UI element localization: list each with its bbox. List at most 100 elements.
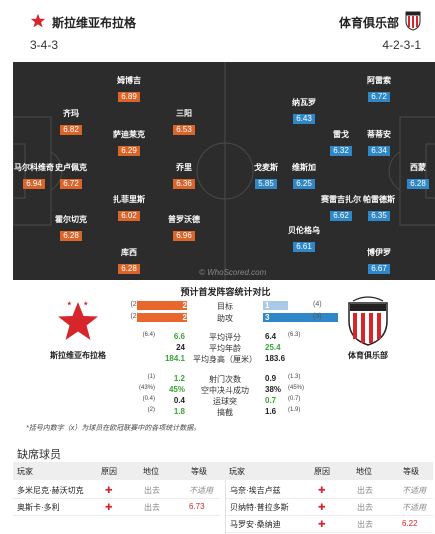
- away-stat-value: 0.7: [265, 396, 277, 405]
- missing-player-name[interactable]: 乌奈·埃吉卢兹: [230, 486, 281, 495]
- stat-label: 搞截: [217, 408, 233, 417]
- row-separator: [226, 498, 433, 499]
- injury-cross-icon: ✚: [105, 502, 113, 512]
- home-stat-value: 1.2: [173, 374, 185, 383]
- home-formation: 3-4-3: [30, 38, 59, 52]
- home-stat-value: 1.8: [173, 407, 185, 416]
- away-team-name[interactable]: 体育俱乐部: [338, 16, 399, 30]
- header-reason: 原因: [101, 467, 117, 476]
- lineup-comparison: 预计首发阵容统计对比 斯拉维亚布拉格 体育俱乐部 (2) 2 目标 1 (4) (2) 2 助…: [13, 280, 435, 432]
- missing-status: 出去: [357, 486, 373, 495]
- away-sub-value: (1.9): [288, 407, 301, 413]
- header-rating: 等级: [403, 467, 419, 476]
- missing-status: 出去: [144, 503, 160, 512]
- missing-player-name[interactable]: 贝纳特·普拉多斯: [230, 503, 289, 512]
- missing-player-name[interactable]: 马罗安·桑纳迪: [230, 520, 281, 529]
- away-player[interactable]: 纳瓦罗 6.43: [292, 98, 316, 124]
- away-player[interactable]: 维斯加 6.25: [292, 163, 316, 189]
- stat-label: 平均年龄: [209, 344, 241, 353]
- stat-row: 24 平均年龄 25.4: [13, 343, 435, 354]
- away-player[interactable]: 阿雷索 6.72: [367, 76, 391, 102]
- home-player[interactable]: 姆博吉 6.89: [117, 76, 141, 102]
- match-header: 斯拉维亚布拉格 3-4-3 体育俱乐部 4-2-3-1: [0, 0, 435, 62]
- missing-player-row[interactable]: 马罗安·桑纳迪 ✚ 出去 6.22: [226, 516, 433, 532]
- home-player[interactable]: 库西 6.28: [99, 248, 159, 276]
- away-bar: [263, 313, 338, 322]
- missing-status: 出去: [144, 486, 160, 495]
- athletic-club-crest-large-icon: [348, 296, 388, 346]
- missing-player-row[interactable]: 贝纳特·普拉多斯 ✚ 出去 不适用: [226, 499, 433, 515]
- comparison-title: 预计首发阵容统计对比: [180, 287, 271, 297]
- home-sub-value: (2): [147, 407, 155, 413]
- away-count: (4): [313, 301, 322, 308]
- away-player[interactable]: 雷戈 6.32: [311, 130, 371, 158]
- home-player[interactable]: 萨迪莱克 6.29: [113, 130, 145, 156]
- away-player[interactable]: 博伊罗 6.67: [367, 248, 391, 274]
- away-value: 1: [265, 301, 270, 310]
- home-player[interactable]: 扎菲里斯 6.02: [113, 195, 145, 221]
- home-value: 2: [182, 301, 187, 310]
- missing-player-name[interactable]: 多米尼克·赫沃切克: [17, 486, 84, 495]
- away-sub-value: (1.3): [288, 374, 301, 380]
- missing-player-name[interactable]: 奥斯卡·多利: [17, 503, 60, 512]
- home-stat-value: 45%: [168, 385, 185, 394]
- header-reason: 原因: [314, 467, 330, 476]
- header-status: 地位: [356, 467, 372, 476]
- home-stat-value: 0.4: [173, 396, 185, 405]
- missing-player-row[interactable]: 乌奈·埃吉卢兹 ✚ 出去 不适用: [226, 482, 433, 498]
- home-sub-value: (6.4): [142, 332, 155, 338]
- home-player[interactable]: 史卢佩克 6.72: [55, 163, 87, 189]
- home-sub-value: (0.4): [142, 396, 155, 402]
- home-stat-value: 24: [176, 343, 185, 352]
- stat-row: (1) 1.2 射门次数 0.9 (1.3): [13, 374, 435, 385]
- bar-stat-row: (2) 2 目标 1 (4): [13, 301, 435, 312]
- row-separator: [13, 515, 220, 516]
- home-player[interactable]: 霍尔切克 6.28: [55, 215, 87, 241]
- missing-players-title: 缺席球员: [17, 449, 61, 461]
- missing-player-row[interactable]: 奥斯卡·多利 ✚ 出去 6.73: [13, 499, 220, 515]
- away-count: (3): [313, 313, 322, 320]
- table-divider: [225, 480, 226, 534]
- stat-row: (43%) 45% 空中决斗成功 38% (45%): [13, 385, 435, 396]
- away-player[interactable]: 蒂蒂安 6.34: [367, 130, 391, 156]
- home-team-name[interactable]: 斯拉维亚布拉格: [52, 16, 137, 30]
- comparison-home-team: 斯拉维亚布拉格: [50, 351, 106, 360]
- injury-cross-icon: ✚: [318, 502, 326, 512]
- home-player[interactable]: 马尔科维奇 6.94: [14, 163, 54, 189]
- missing-status: 出去: [357, 520, 373, 529]
- stat-label: 运球突: [213, 397, 237, 406]
- missing-rating: 不适用: [189, 486, 213, 495]
- stat-label: 射门次数: [209, 375, 241, 384]
- row-separator: [13, 498, 220, 499]
- away-stat-value: 25.4: [265, 343, 281, 352]
- stat-row: 184.1 平均身高（厘米） 183.6: [13, 354, 435, 365]
- home-player[interactable]: 齐玛 6.82: [41, 109, 101, 137]
- slavia-star-icon: [30, 13, 46, 28]
- injury-cross-icon: ✚: [318, 485, 326, 495]
- footnote: *括号内数字（x）为球员在欧冠联赛中的各项统计数据。: [26, 425, 201, 432]
- missing-player-row[interactable]: 多米尼克·赫沃切克 ✚ 出去 不适用: [13, 482, 220, 498]
- away-player[interactable]: 戈麦斯 5.85: [254, 163, 278, 189]
- missing-table-header: 玩家 原因 地位 等级 玩家 原因 地位 等级: [13, 462, 433, 480]
- pitch-lineup: 姆博吉 6.89 齐玛 6.82 三阳 6.53 萨迪莱克 6.29 马尔科维奇 6.94…: [13, 62, 435, 280]
- home-player[interactable]: 普罗沃德 6.96: [168, 215, 200, 241]
- row-separator: [226, 515, 433, 516]
- home-count: (2): [130, 301, 139, 308]
- missing-rating: 6.73: [189, 502, 205, 511]
- away-player[interactable]: 贝伦格乌 6.61: [288, 226, 320, 252]
- away-player[interactable]: 帕雷德斯 6.35: [363, 195, 395, 221]
- home-bar: [137, 301, 187, 310]
- missing-rating: 不适用: [402, 486, 426, 495]
- home-sub-value: (43%): [138, 385, 155, 391]
- home-bar: [137, 313, 187, 322]
- away-stat-value: 38%: [265, 385, 282, 394]
- away-player[interactable]: 西蒙 6.28: [388, 163, 435, 191]
- stat-label: 助攻: [217, 314, 233, 323]
- home-player[interactable]: 乔里 6.36: [154, 163, 214, 191]
- away-stat-value: 0.9: [265, 374, 277, 383]
- away-stat-value: 183.6: [265, 354, 286, 363]
- away-player[interactable]: 赛雷吉扎尔 6.62: [321, 195, 361, 221]
- stat-label: 目标: [217, 302, 233, 311]
- away-formation: 4-2-3-1: [382, 38, 421, 52]
- home-player[interactable]: 三阳 6.53: [154, 109, 214, 137]
